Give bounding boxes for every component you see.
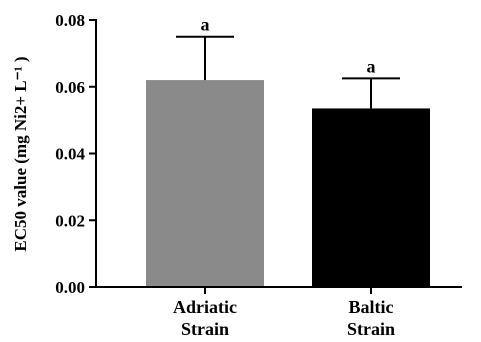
- y-tick-label: 0.00: [55, 278, 85, 297]
- bar: [146, 80, 264, 287]
- plot-area: aa0.000.020.040.060.08AdriaticStrainBalt…: [55, 11, 462, 339]
- x-tick-label: Adriatic: [173, 297, 237, 317]
- y-tick-label: 0.08: [55, 11, 85, 30]
- significance-label: a: [367, 56, 376, 76]
- y-tick-label: 0.02: [55, 211, 85, 230]
- y-axis-label: EC50 value (mg Ni2+ L⁻¹ ): [11, 56, 30, 251]
- y-tick-label: 0.06: [55, 78, 85, 97]
- x-tick-label: Strain: [181, 319, 229, 339]
- y-tick-label: 0.04: [55, 145, 85, 164]
- bar: [312, 108, 430, 287]
- significance-label: a: [201, 15, 210, 35]
- x-tick-label: Strain: [347, 319, 395, 339]
- x-tick-label: Baltic: [349, 297, 394, 317]
